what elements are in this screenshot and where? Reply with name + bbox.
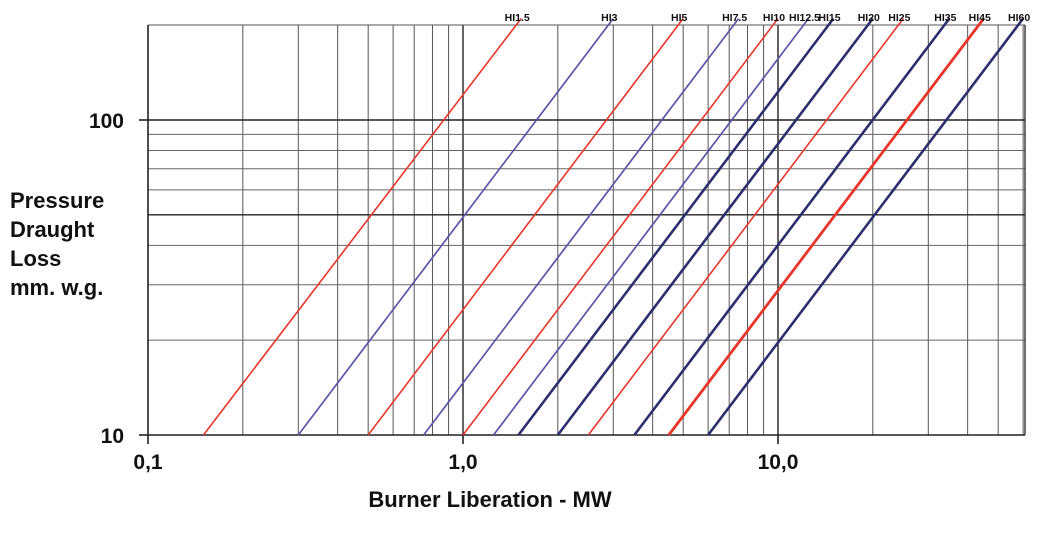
series-line-hi1-5 [202,18,522,436]
y-axis-label-line: Draught [10,217,95,242]
x-tick-label: 1,0 [448,451,477,474]
y-gridlines [148,119,1025,341]
y-tick-label: 10 [101,425,124,448]
series-label: HI60 [1008,12,1030,24]
series-label: HI35 [934,12,956,24]
x-gridlines [242,25,1024,435]
y-axis-label-line: Loss [10,246,62,271]
series-label: HI10 [763,12,785,24]
x-tick-labels: 0,1 1,0 10,0 [133,451,798,474]
series-line-hi12-5 [492,17,810,436]
series-label: HI7.5 [722,12,747,24]
series-label: HI3 [601,12,618,24]
plot-frame [147,24,1026,436]
y-axis-label-line: mm. w.g. [10,275,104,300]
series-lines [202,17,1025,436]
series-label: HI25 [888,12,910,24]
series-line-hi5 [367,18,684,436]
series-label: HI5 [671,12,688,24]
series-line-hi35 [633,17,951,436]
x-axis-label: Burner Liberation - MW [0,487,980,513]
tick-marks [139,119,779,444]
series-line-hi20 [556,17,874,436]
series-line-hi3 [297,17,614,436]
series-line-hi60 [707,17,1025,436]
series-label: HI45 [969,12,991,24]
series-line-hi15 [517,17,835,436]
y-tick-label: 100 [89,110,124,133]
series-line-hi45 [667,17,985,436]
y-tick-labels: 10 100 [89,110,124,448]
series-label: HI15 [818,12,840,24]
y-axis-label-line: Pressure [10,188,105,213]
series-line-hi25 [587,18,904,436]
series-line-hi10 [462,18,779,436]
x-axis-label-text: Burner Liberation - MW [368,487,612,512]
series-line-hi7-5 [422,17,740,436]
series-label: HI20 [858,12,880,24]
y-axis-label: Pressure Draught Loss mm. w.g. [10,186,104,302]
series-label: HI12.5 [789,12,820,24]
x-tick-label: 0,1 [133,451,163,474]
x-tick-label: 10,0 [758,451,799,474]
series-label: HI1.5 [505,12,530,24]
